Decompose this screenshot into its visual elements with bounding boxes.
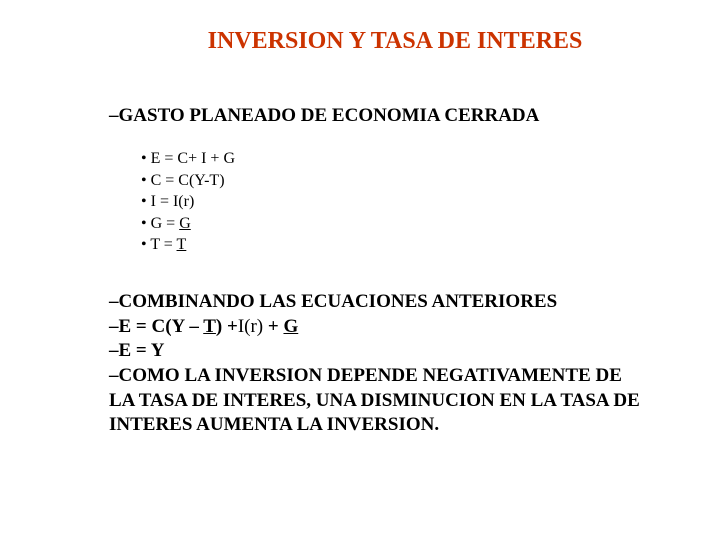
eq-2: • C = C(Y-T) [141,170,235,192]
eq3-text: I = I(r) [151,193,195,210]
eq4-rhs: G [179,215,191,232]
eq5-rhs: T [177,236,187,253]
bullet-dot: • [141,172,151,189]
eq-4: • G = G [141,213,235,235]
section-heading-1: –GASTO PLANEADO DE ECONOMIA CERRADA [109,105,539,127]
bullet-dot: • [141,215,151,232]
comb2-u1: T [203,316,216,337]
comb-line-4: –COMO LA INVERSION DEPENDE NEGATIVAMENTE… [109,364,649,438]
comb2-ir: I(r) [238,316,263,337]
section1-text: GASTO PLANEADO DE ECONOMIA CERRADA [119,105,540,126]
comb-line-2: –E = C(Y – T) +I(r) + G [109,315,649,340]
comb1-text: COMBINANDO LAS ECUACIONES ANTERIORES [119,291,558,312]
dash: – [109,340,119,361]
eq1-text: E = C+ I + G [151,150,235,167]
equation-list: • E = C+ I + G • C = C(Y-T) • I = I(r) •… [141,148,235,256]
dash: – [109,316,119,337]
combined-block: –COMBINANDO LAS ECUACIONES ANTERIORES –E… [109,290,649,438]
bullet-dot: • [141,236,150,253]
comb-line-3: –E = Y [109,339,649,364]
eq4-lhs: G = [151,215,180,232]
comb-line-1: –COMBINANDO LAS ECUACIONES ANTERIORES [109,290,649,315]
dash: – [109,291,119,312]
title-text: INVERSION Y TASA DE INTERES [208,28,583,54]
slide: INVERSION Y TASA DE INTERES –GASTO PLANE… [0,0,720,540]
dash: – [109,365,119,386]
eq-3: • I = I(r) [141,191,235,213]
eq-5: • T = T [141,234,235,256]
comb2-p3: + [263,316,283,337]
bullet-dot: • [141,150,151,167]
comb4-text: COMO LA INVERSION DEPENDE NEGATIVAMENTE … [109,365,640,435]
dash: – [109,105,119,126]
comb2-p1: E = C(Y – [119,316,204,337]
eq5-lhs: T = [150,236,176,253]
comb2-p2: ) + [216,316,238,337]
bullet-dot: • [141,193,151,210]
eq-1: • E = C+ I + G [141,148,235,170]
slide-title: INVERSION Y TASA DE INTERES [0,28,720,55]
eq2-text: C = C(Y-T) [151,172,225,189]
comb3-text: E = Y [119,340,165,361]
comb2-u2: G [283,316,298,337]
